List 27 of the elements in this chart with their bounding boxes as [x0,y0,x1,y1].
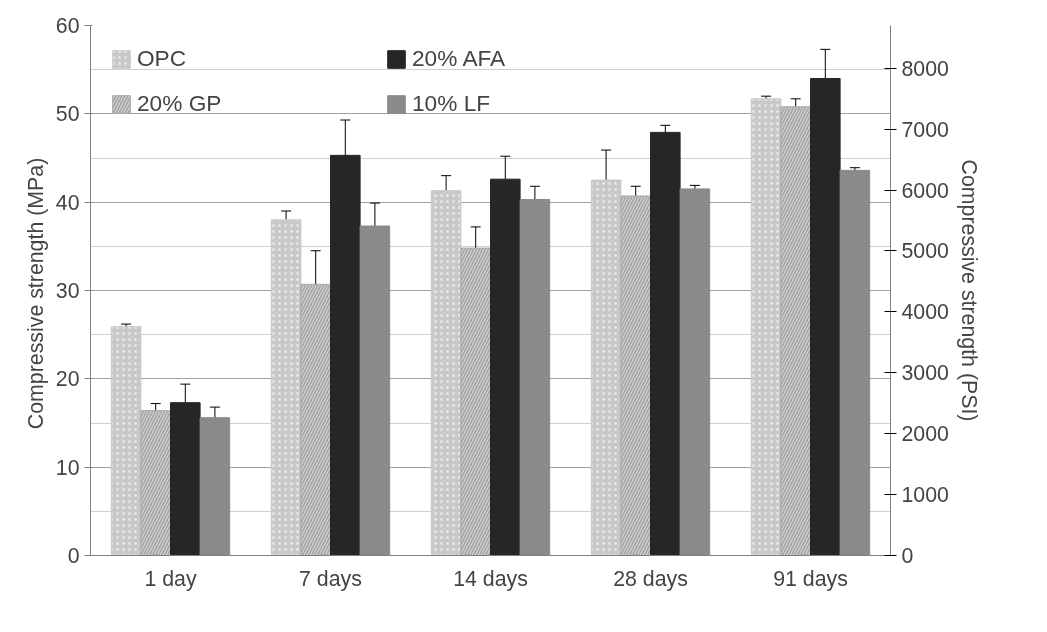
y-tick-label: 40 [55,190,80,215]
x-tick-label: 7 days [299,566,362,591]
y2-tick-label: 2000 [901,422,950,447]
legend-label: 20% GP [137,90,223,117]
legend-label: OPC [137,45,188,72]
y2-axis-title: Compressive strength (PSI) [956,159,981,422]
x-tick-label: 91 days [773,566,848,591]
y-axis-title: Compressive strength (MPa) [23,157,48,430]
x-tick-label: 14 days [453,566,528,591]
y2-tick-label: 4000 [901,300,950,325]
y-tick-label: 0 [67,544,80,568]
y-tick-label: 30 [55,279,80,303]
legend-label: 10% LF [412,90,492,117]
y-tick-label: 10 [55,455,80,480]
y-tick-label: 50 [55,102,80,127]
y-tick-label: 20 [55,367,80,392]
y2-tick-label: 7000 [901,117,950,142]
y-tick-label: 60 [55,14,80,38]
y2-tick-label: 8000 [901,56,950,81]
x-tick-label: 28 days [613,566,688,591]
x-tick-label: 1 day [144,566,197,591]
y2-tick-label: 0 [901,544,914,568]
y2-tick-label: 1000 [901,483,950,508]
legend-label: 20% AFA [412,45,507,72]
y2-tick-label: 5000 [901,239,950,264]
y2-tick-label: 3000 [901,361,950,386]
y2-tick-label: 6000 [901,178,950,203]
